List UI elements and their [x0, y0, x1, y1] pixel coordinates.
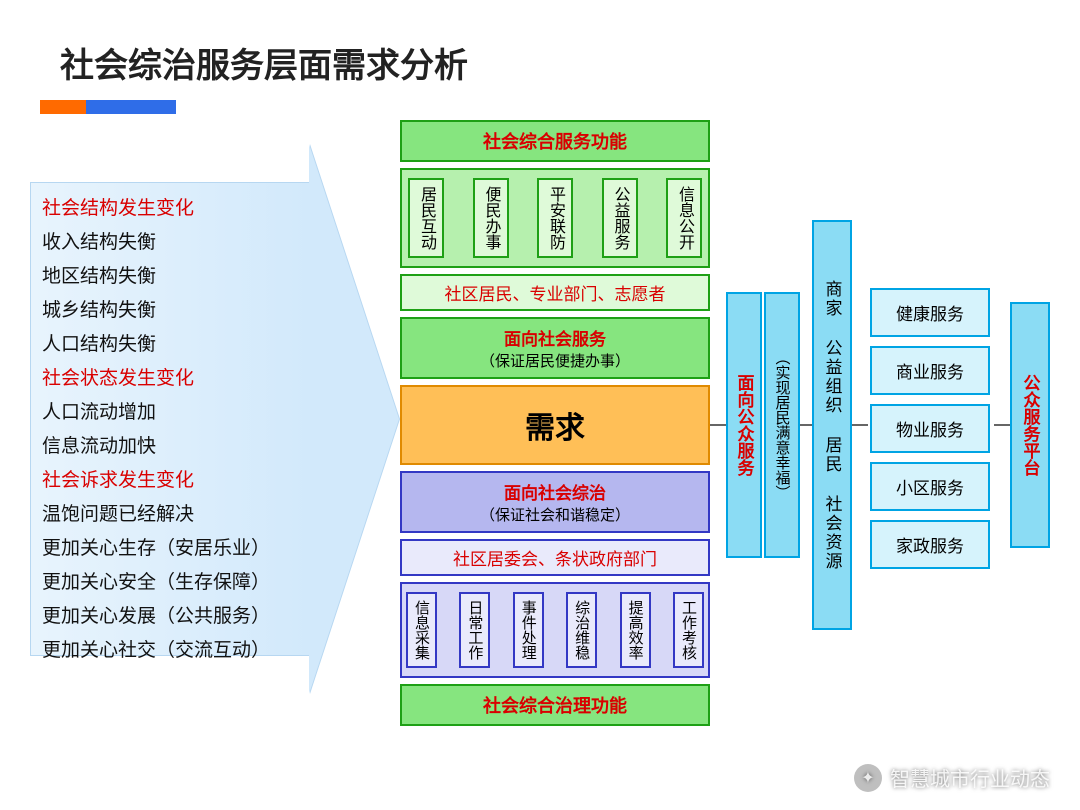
accent-bar: [40, 100, 176, 114]
bottom-item: 提高效率: [620, 592, 651, 668]
left-item: 社会诉求发生变化: [42, 464, 302, 498]
top-item: 信息公开: [666, 178, 702, 258]
left-item: 温饱问题已经解决: [42, 498, 302, 532]
accent-orange: [40, 100, 86, 114]
mid-down-l2: （保证社会和谐稳定）: [402, 504, 708, 525]
top-item: 公益服务: [602, 178, 638, 258]
bottom-item: 事件处理: [513, 592, 544, 668]
v-main-l1: 面向公众服务: [732, 374, 757, 476]
v-mid-text: 商家 公益组织 居民 社会资源: [820, 280, 845, 571]
top-header: 社会综合服务功能: [400, 120, 710, 162]
left-item: 更加关心发展（公共服务）: [42, 600, 302, 634]
mid-down-l1: 面向社会综治: [402, 479, 708, 504]
left-item: 地区结构失衡: [42, 260, 302, 294]
bottom-header: 社会综合治理功能: [400, 684, 710, 726]
accent-blue: [86, 100, 176, 114]
top-item: 便民办事: [473, 178, 509, 258]
v-platform: 公众服务平台: [1010, 302, 1050, 548]
bottom-item: 日常工作: [459, 592, 490, 668]
left-item: 人口流动增加: [42, 396, 302, 430]
v-main-l2: （实现居民满意幸福）: [772, 350, 793, 500]
left-list: 社会结构发生变化收入结构失衡地区结构失衡城乡结构失衡人口结构失衡社会状态发生变化…: [42, 192, 302, 668]
top-item: 平安联防: [537, 178, 573, 258]
conn-1: [710, 424, 726, 426]
demand: 需求: [400, 385, 710, 465]
left-item: 更加关心生存（安居乐业）: [42, 532, 302, 566]
conn-4: [994, 424, 1010, 426]
watermark: ✦ 智慧城市行业动态: [854, 763, 1050, 792]
v-main-sub: （实现居民满意幸福）: [764, 292, 800, 558]
left-item: 人口结构失衡: [42, 328, 302, 362]
service-item: 健康服务: [870, 288, 990, 337]
left-item: 更加关心安全（生存保障）: [42, 566, 302, 600]
top-items: 居民互动便民办事平安联防公益服务信息公开: [400, 168, 710, 268]
service-item: 商业服务: [870, 346, 990, 395]
left-item: 收入结构失衡: [42, 226, 302, 260]
watermark-text: 智慧城市行业动态: [890, 763, 1050, 792]
left-item: 信息流动加快: [42, 430, 302, 464]
mid-up-l2: （保证居民便捷办事）: [402, 350, 708, 371]
bottom-items: 信息采集日常工作事件处理综治维稳提高效率工作考核: [400, 582, 710, 678]
left-arrow: 社会结构发生变化收入结构失衡地区结构失衡城乡结构失衡人口结构失衡社会状态发生变化…: [30, 164, 390, 674]
v-main: 面向公众服务: [726, 292, 762, 558]
left-item: 社会结构发生变化: [42, 192, 302, 226]
left-item: 更加关心社交（交流互动）: [42, 634, 302, 668]
bottom-item: 综治维稳: [566, 592, 597, 668]
conn-3: [852, 424, 868, 426]
mid-up-l1: 面向社会服务: [402, 325, 708, 350]
left-item: 社会状态发生变化: [42, 362, 302, 396]
bottom-strip: 社区居委会、条状政府部门: [400, 539, 710, 576]
top-item: 居民互动: [408, 178, 444, 258]
left-item: 城乡结构失衡: [42, 294, 302, 328]
service-item: 家政服务: [870, 520, 990, 569]
mid-down: 面向社会综治 （保证社会和谐稳定）: [400, 471, 710, 533]
conn-2: [800, 424, 812, 426]
bottom-item: 工作考核: [673, 592, 704, 668]
v-mid: 商家 公益组织 居民 社会资源: [812, 220, 852, 630]
bottom-item: 信息采集: [406, 592, 437, 668]
top-strip: 社区居民、专业部门、志愿者: [400, 274, 710, 311]
service-item: 物业服务: [870, 404, 990, 453]
center-column: 社会综合服务功能 居民互动便民办事平安联防公益服务信息公开 社区居民、专业部门、…: [400, 120, 710, 726]
v-platform-text: 公众服务平台: [1018, 374, 1043, 476]
mid-up: 面向社会服务 （保证居民便捷办事）: [400, 317, 710, 379]
page-title: 社会综治服务层面需求分析: [60, 38, 468, 87]
arrow-head: [309, 144, 399, 694]
service-item: 小区服务: [870, 462, 990, 511]
wechat-icon: ✦: [854, 764, 882, 792]
